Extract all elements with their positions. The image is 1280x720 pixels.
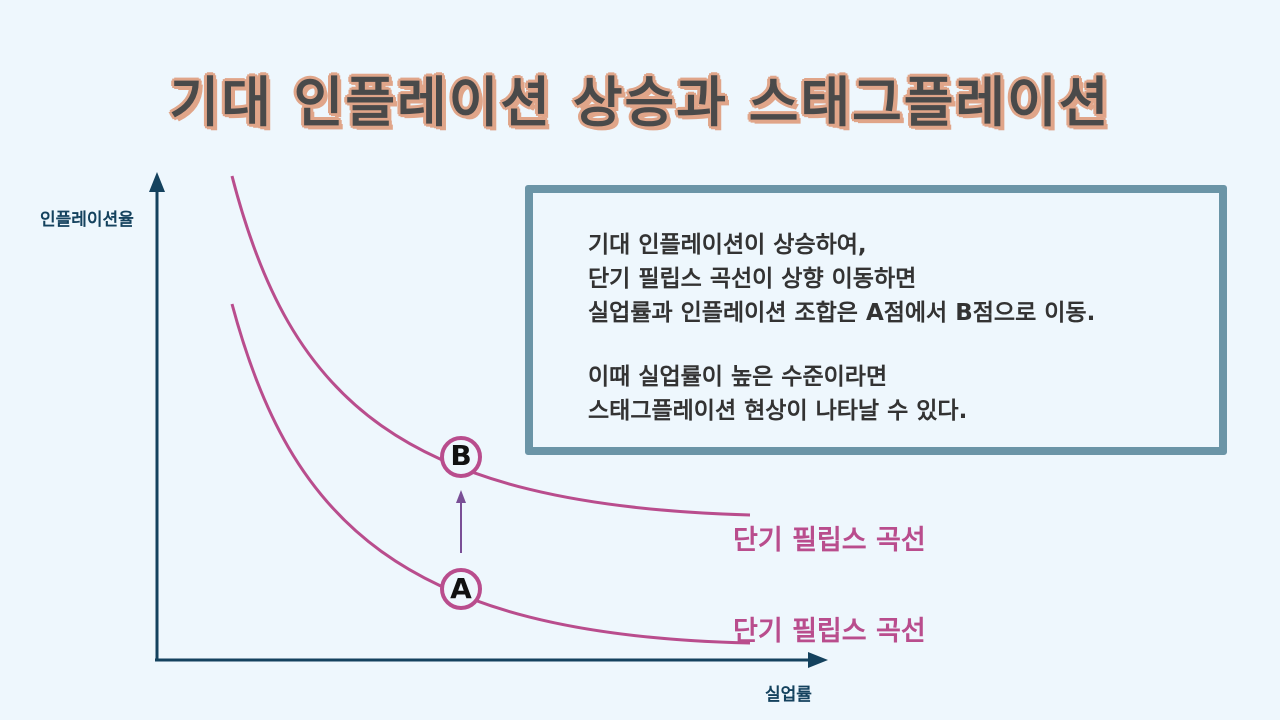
explanation-box: 기대 인플레이션이 상승하여, 단기 필립스 곡선이 상향 이동하면 실업률과 … bbox=[525, 185, 1227, 455]
lower-curve-label: 단기 필립스 곡선 bbox=[733, 616, 926, 647]
x-axis-label: 실업률 bbox=[765, 685, 812, 705]
point-a-circle bbox=[440, 568, 482, 610]
info-line-3: 실업률과 인플레이션 조합은 A점에서 B점으로 이동. bbox=[588, 300, 1096, 326]
info-line-2: 단기 필립스 곡선이 상향 이동하면 bbox=[588, 266, 917, 292]
info-line-1: 기대 인플레이션이 상승하여, bbox=[588, 232, 867, 258]
x-axis-arrowhead bbox=[808, 652, 828, 668]
lower-phillips-curve bbox=[230, 303, 751, 645]
point-b-label: B bbox=[450, 439, 472, 472]
y-axis-label: 인플레이션율 bbox=[40, 210, 134, 230]
y-axis-arrowhead bbox=[149, 172, 165, 192]
upper-curve-label: 단기 필립스 곡선 bbox=[733, 525, 926, 556]
info-line-4: 이때 실업률이 높은 수준이라면 bbox=[588, 364, 888, 390]
upper-phillips-curve bbox=[230, 175, 751, 517]
page-title: 기대 인플레이션 상승과 스태그플레이션 bbox=[169, 71, 1111, 134]
shift-arrow-head bbox=[456, 490, 466, 503]
point-b-circle bbox=[440, 436, 482, 478]
point-a-label: A bbox=[450, 572, 472, 605]
info-line-5: 스태그플레이션 현상이 나타날 수 있다. bbox=[588, 398, 968, 424]
